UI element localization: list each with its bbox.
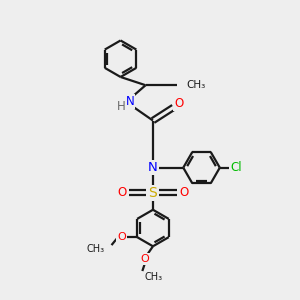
Text: O: O (117, 186, 127, 199)
Text: CH₃: CH₃ (187, 80, 206, 90)
Text: N: N (126, 95, 134, 108)
Text: H: H (117, 100, 125, 113)
Text: CH₃: CH₃ (144, 272, 162, 283)
Text: N: N (148, 161, 158, 174)
Text: CH₃: CH₃ (87, 244, 105, 254)
Text: S: S (148, 186, 157, 200)
Text: O: O (179, 186, 188, 199)
Text: O: O (117, 232, 126, 242)
Text: O: O (140, 254, 149, 264)
Text: Cl: Cl (230, 161, 242, 174)
Text: O: O (174, 97, 184, 110)
